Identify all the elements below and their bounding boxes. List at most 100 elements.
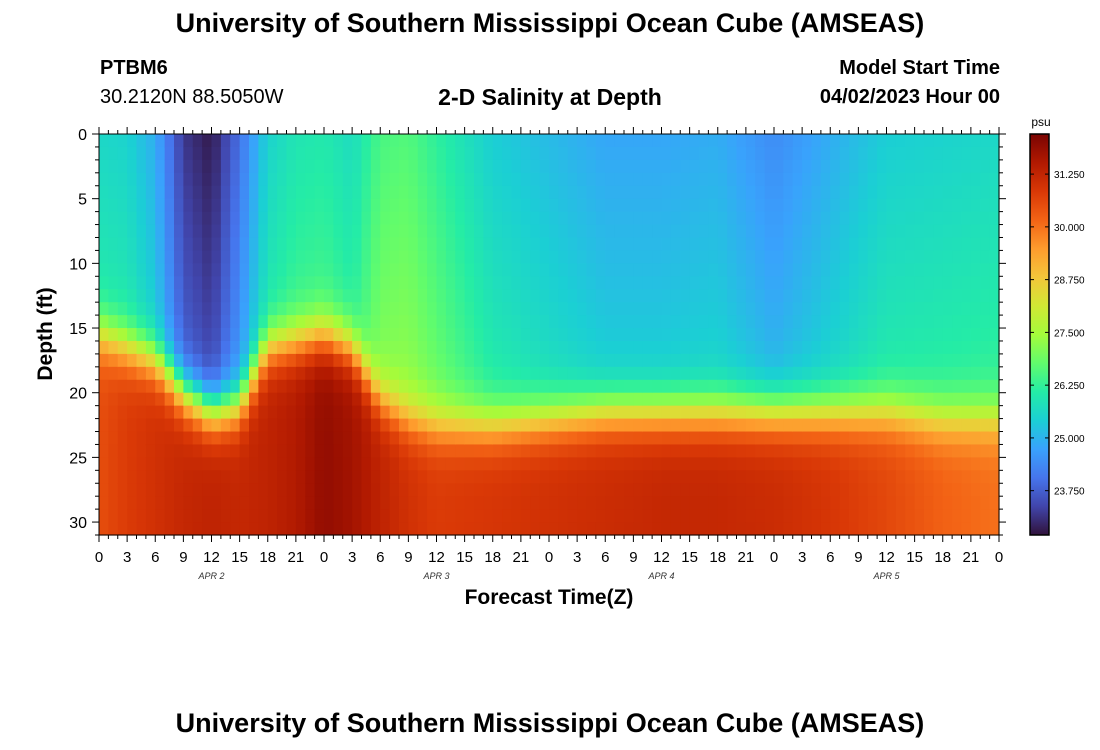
heatmap-cell bbox=[605, 211, 616, 226]
heatmap-cell bbox=[155, 405, 166, 420]
heatmap-cell bbox=[380, 496, 391, 510]
heatmap-cell bbox=[258, 146, 269, 161]
heatmap-cell bbox=[717, 146, 728, 161]
heatmap-cell bbox=[849, 379, 859, 394]
heatmap-cell bbox=[661, 431, 672, 446]
heatmap-cell bbox=[108, 146, 119, 161]
colorbar-tick-label: 27.500 bbox=[1054, 328, 1085, 339]
heatmap-cell bbox=[370, 263, 381, 277]
heatmap-cell bbox=[417, 392, 428, 407]
heatmap-cell bbox=[924, 353, 934, 368]
heatmap-cell bbox=[914, 185, 925, 200]
heatmap-cell bbox=[455, 457, 466, 471]
heatmap-cell bbox=[820, 392, 831, 407]
heatmap-cell bbox=[586, 315, 597, 329]
heatmap-cell bbox=[661, 224, 672, 239]
heatmap-cell bbox=[792, 522, 803, 536]
heatmap-cell bbox=[277, 457, 288, 471]
heatmap-cell bbox=[539, 250, 550, 264]
heatmap-cell bbox=[314, 134, 325, 148]
heatmap-cell bbox=[783, 185, 794, 200]
heatmap-cell bbox=[577, 172, 588, 187]
y-tick-label: 15 bbox=[69, 321, 87, 338]
heatmap-cell bbox=[164, 276, 175, 290]
heatmap-cell bbox=[164, 457, 175, 471]
heatmap-cell bbox=[370, 159, 381, 174]
heatmap-cell bbox=[689, 328, 700, 342]
heatmap-cell bbox=[811, 276, 822, 290]
heatmap-cell bbox=[745, 289, 756, 303]
heatmap-cell bbox=[867, 444, 878, 458]
heatmap-cell bbox=[408, 457, 419, 471]
heatmap-cell bbox=[249, 302, 259, 316]
heatmap-cell bbox=[455, 159, 466, 174]
heatmap-cell bbox=[961, 198, 972, 213]
heatmap-cell bbox=[380, 146, 391, 161]
heatmap-cell bbox=[99, 315, 109, 329]
heatmap-cell bbox=[699, 418, 709, 433]
heatmap-cell bbox=[492, 289, 503, 303]
heatmap-cell bbox=[155, 146, 166, 161]
heatmap-cell bbox=[464, 509, 475, 523]
heatmap-cell bbox=[352, 276, 363, 290]
heatmap-cell bbox=[230, 496, 241, 510]
heatmap-cell bbox=[567, 185, 578, 200]
heatmap-cell bbox=[380, 392, 391, 407]
heatmap-cell bbox=[417, 237, 428, 252]
heatmap-cell bbox=[202, 353, 213, 368]
heatmap-cell bbox=[670, 134, 681, 148]
heatmap-cell bbox=[774, 315, 784, 329]
heatmap-cell bbox=[155, 457, 166, 471]
heatmap-cell bbox=[417, 302, 428, 316]
heatmap-cell bbox=[108, 353, 119, 368]
heatmap-cell bbox=[849, 302, 859, 316]
day-label: APR 3 bbox=[422, 571, 449, 581]
heatmap-cell bbox=[380, 302, 391, 316]
heatmap-cell bbox=[249, 509, 259, 523]
colorbar-gradient bbox=[1029, 133, 1050, 536]
heatmap-cell bbox=[474, 340, 484, 355]
heatmap-cell bbox=[886, 134, 897, 148]
heatmap-cell bbox=[952, 431, 963, 446]
heatmap-cell bbox=[886, 237, 897, 252]
heatmap-cell bbox=[445, 418, 456, 433]
heatmap-cell bbox=[952, 483, 963, 497]
heatmap-cell bbox=[708, 392, 719, 407]
heatmap-cell bbox=[108, 302, 119, 316]
heatmap-cell bbox=[633, 405, 644, 420]
heatmap-cell bbox=[886, 522, 897, 536]
heatmap-cell bbox=[539, 392, 550, 407]
heatmap-cell bbox=[567, 470, 578, 484]
heatmap-cell bbox=[333, 496, 344, 510]
heatmap-cell bbox=[839, 366, 850, 381]
heatmap-cell bbox=[820, 328, 831, 342]
heatmap-cell bbox=[352, 134, 363, 148]
heatmap-cell bbox=[605, 405, 616, 420]
heatmap-cell bbox=[933, 431, 944, 446]
heatmap-cell bbox=[642, 509, 653, 523]
heatmap-cell bbox=[905, 340, 916, 355]
heatmap-cell bbox=[342, 496, 353, 510]
heatmap-cell bbox=[605, 315, 616, 329]
heatmap-cell bbox=[633, 237, 644, 252]
heatmap-cell bbox=[464, 224, 475, 239]
heatmap-cell bbox=[980, 250, 991, 264]
heatmap-cell bbox=[483, 302, 494, 316]
heatmap-cell bbox=[755, 405, 766, 420]
heatmap-cell bbox=[755, 237, 766, 252]
heatmap-cell bbox=[530, 522, 541, 536]
heatmap-cell bbox=[155, 302, 166, 316]
heatmap-cell bbox=[277, 496, 288, 510]
heatmap-cell bbox=[192, 263, 203, 277]
heatmap-cell bbox=[839, 328, 850, 342]
heatmap-cell bbox=[136, 289, 147, 303]
heatmap-cell bbox=[530, 328, 541, 342]
heatmap-cell bbox=[352, 444, 363, 458]
heatmap-cell bbox=[183, 315, 194, 329]
heatmap-cell bbox=[220, 159, 231, 174]
heatmap-cell bbox=[586, 224, 597, 239]
heatmap-cell bbox=[942, 159, 953, 174]
heatmap-cell bbox=[624, 263, 634, 277]
heatmap-cell bbox=[286, 496, 297, 510]
heatmap-cell bbox=[652, 211, 663, 226]
